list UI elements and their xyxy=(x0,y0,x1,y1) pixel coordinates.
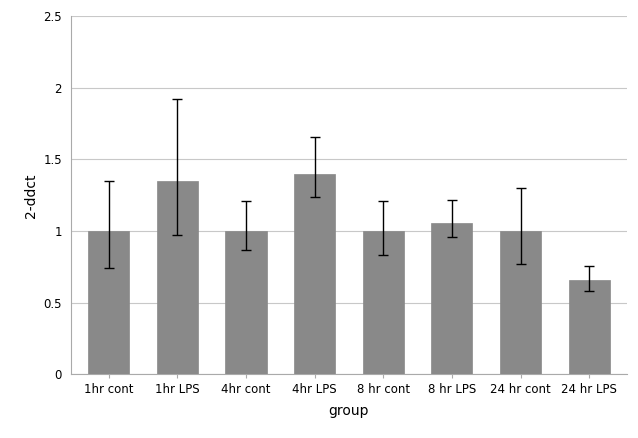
Bar xyxy=(568,280,610,374)
Bar xyxy=(225,231,267,374)
X-axis label: group: group xyxy=(329,404,369,418)
Bar xyxy=(157,181,198,374)
Bar xyxy=(500,231,541,374)
Bar xyxy=(431,223,473,374)
Y-axis label: 2-ddct: 2-ddct xyxy=(24,173,38,218)
Bar xyxy=(363,231,404,374)
Bar xyxy=(294,174,335,374)
Bar xyxy=(88,231,130,374)
